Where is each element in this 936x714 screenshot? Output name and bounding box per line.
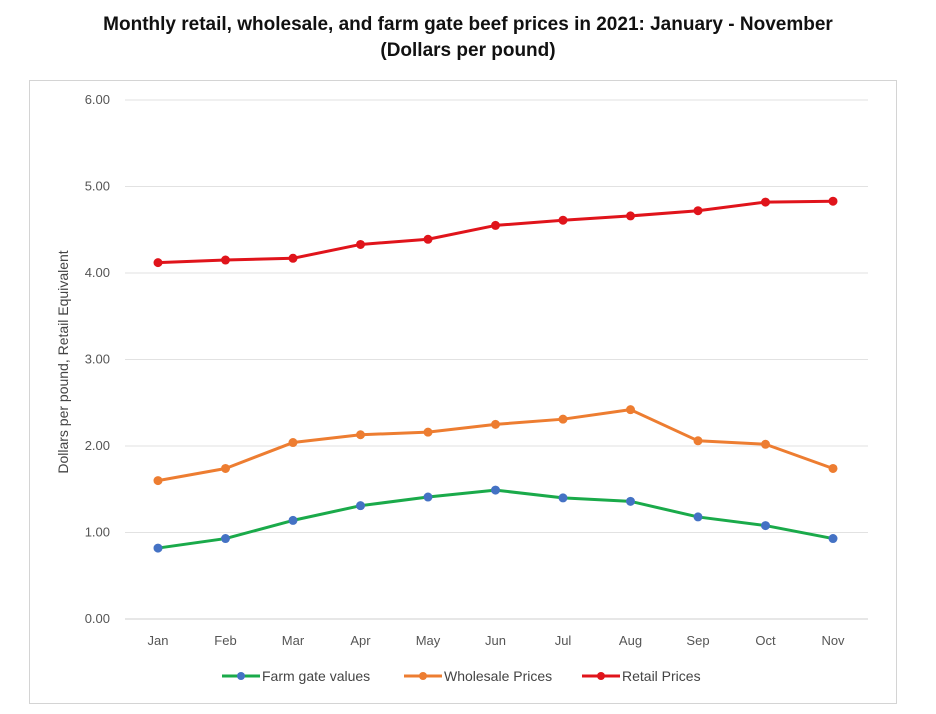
legend: Farm gate values Wholesale Prices Retail P… bbox=[222, 668, 701, 684]
y-tick-label: 2.00 bbox=[85, 438, 110, 453]
x-tick-label: Jun bbox=[485, 633, 506, 648]
y-tick-label: 4.00 bbox=[85, 265, 110, 280]
data-point bbox=[153, 258, 163, 268]
data-point bbox=[423, 234, 433, 244]
x-tick-label: Nov bbox=[821, 633, 845, 648]
data-point bbox=[828, 196, 838, 206]
data-point bbox=[626, 405, 635, 415]
y-tick-label: 0.00 bbox=[85, 611, 110, 626]
x-tick-label: Oct bbox=[755, 633, 776, 648]
data-point bbox=[356, 501, 365, 511]
data-point bbox=[761, 439, 770, 449]
data-point bbox=[356, 430, 365, 440]
data-point bbox=[153, 543, 163, 553]
data-point bbox=[693, 512, 703, 522]
y-tick-label: 3.00 bbox=[85, 352, 110, 367]
data-point bbox=[356, 239, 365, 249]
data-point bbox=[761, 521, 770, 531]
data-point bbox=[288, 253, 298, 263]
y-tick-label: 6.00 bbox=[85, 92, 110, 107]
data-point bbox=[491, 485, 500, 495]
series-line bbox=[156, 488, 835, 550]
data-point bbox=[221, 463, 230, 473]
legend-swatch-marker bbox=[597, 672, 605, 680]
data-point bbox=[221, 534, 230, 544]
x-tick-label: Aug bbox=[619, 633, 642, 648]
chart-title: Monthly retail, wholesale, and farm gate… bbox=[0, 12, 936, 64]
chart-frame bbox=[29, 80, 897, 704]
data-point bbox=[558, 215, 568, 225]
x-axis-ticks: Jan Feb Mar Apr May Jun Jul Aug Sep Oct Nov bbox=[148, 633, 846, 648]
data-point bbox=[626, 211, 635, 221]
data-point bbox=[491, 220, 500, 230]
x-tick-label: Jul bbox=[555, 633, 572, 648]
data-point bbox=[423, 492, 433, 502]
series-points bbox=[153, 196, 838, 553]
y-tick-label: 5.00 bbox=[85, 179, 110, 194]
data-point bbox=[558, 414, 568, 424]
data-point bbox=[558, 493, 568, 503]
data-point bbox=[288, 438, 298, 448]
series-line bbox=[156, 199, 835, 265]
series-lines bbox=[156, 199, 835, 550]
legend-swatch-marker bbox=[237, 672, 245, 680]
x-tick-label: Apr bbox=[350, 633, 371, 648]
gridlines bbox=[125, 99, 868, 620]
data-point bbox=[828, 463, 838, 473]
x-tick-label: Feb bbox=[214, 633, 236, 648]
data-point bbox=[423, 427, 433, 437]
y-axis-label: Dollars per pound, Retail Equivalent bbox=[55, 250, 71, 473]
legend-label: Retail Prices bbox=[622, 668, 701, 684]
chart-subtitle: (Dollars per pound) bbox=[380, 40, 556, 61]
y-tick-label: 1.00 bbox=[85, 525, 110, 540]
data-point bbox=[828, 534, 838, 544]
data-point bbox=[491, 419, 500, 429]
y-axis-ticks: 0.00 1.00 2.00 3.00 4.00 5.00 6.00 bbox=[85, 92, 110, 626]
data-point bbox=[221, 255, 230, 265]
data-point bbox=[153, 476, 163, 486]
x-tick-label: Jan bbox=[148, 633, 169, 648]
chart-title-main: Monthly retail, wholesale, and farm gate… bbox=[103, 14, 833, 35]
data-point bbox=[761, 197, 770, 207]
legend-label: Farm gate values bbox=[262, 668, 370, 684]
data-point bbox=[693, 436, 703, 446]
x-tick-label: Sep bbox=[686, 633, 709, 648]
data-point bbox=[288, 515, 298, 525]
legend-swatch-marker bbox=[419, 672, 427, 680]
data-point bbox=[693, 206, 703, 216]
x-tick-label: May bbox=[416, 633, 441, 648]
x-tick-label: Mar bbox=[282, 633, 305, 648]
data-point bbox=[626, 496, 635, 506]
legend-label: Wholesale Prices bbox=[444, 668, 552, 684]
